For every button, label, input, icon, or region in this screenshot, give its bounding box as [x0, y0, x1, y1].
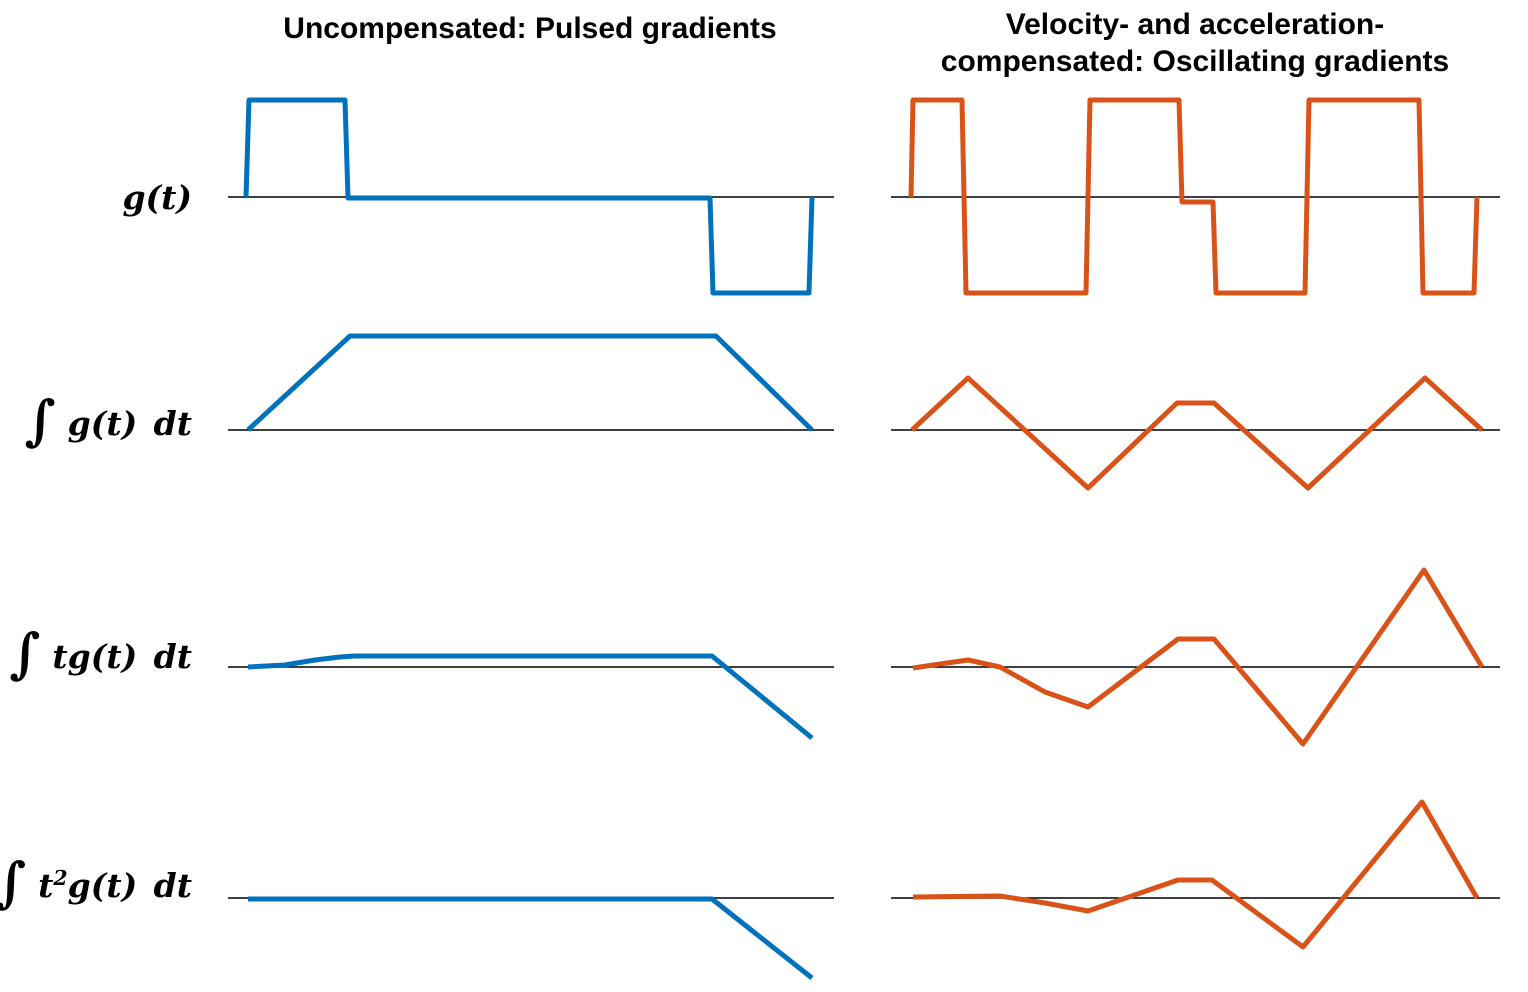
right-column-title: Velocity- and acceleration- compensated:…	[878, 6, 1512, 80]
right-column-title-line1: Velocity- and acceleration-	[1005, 8, 1385, 41]
pulsed-gradient-g(t)-waveform	[243, 97, 815, 296]
oscillating-first-moment-waveform	[912, 567, 1485, 747]
math-expression: g(t) dt	[67, 403, 192, 443]
math-expression: g(t)	[122, 177, 192, 217]
pulsed-second-moment-waveform	[248, 896, 814, 980]
row-label-g: g(t)	[0, 157, 192, 237]
pulsed-first-moment-waveform	[247, 653, 814, 740]
math-expression: t2g(t) dt	[38, 865, 192, 905]
math-expression: tg(t) dt	[52, 636, 192, 676]
oscillating-second-moment-waveform	[912, 799, 1480, 950]
oscillating-gradient-g(t)-waveform	[908, 97, 1480, 296]
left-column-title: Uncompensated: Pulsed gradients	[283, 12, 777, 45]
row-label-integral-tg-dt: ∫ tg(t) dt	[9, 621, 192, 685]
right-column-title-line2: compensated: Oscillating gradients	[940, 45, 1450, 78]
pulsed-zeroth-moment-waveform	[246, 333, 814, 432]
oscillating-zeroth-moment-waveform	[910, 375, 1484, 491]
row-label-integral-g-dt: ∫ g(t) dt	[24, 388, 192, 452]
row-label-integral-t2g-dt: ∫ t2g(t) dt	[0, 850, 192, 914]
